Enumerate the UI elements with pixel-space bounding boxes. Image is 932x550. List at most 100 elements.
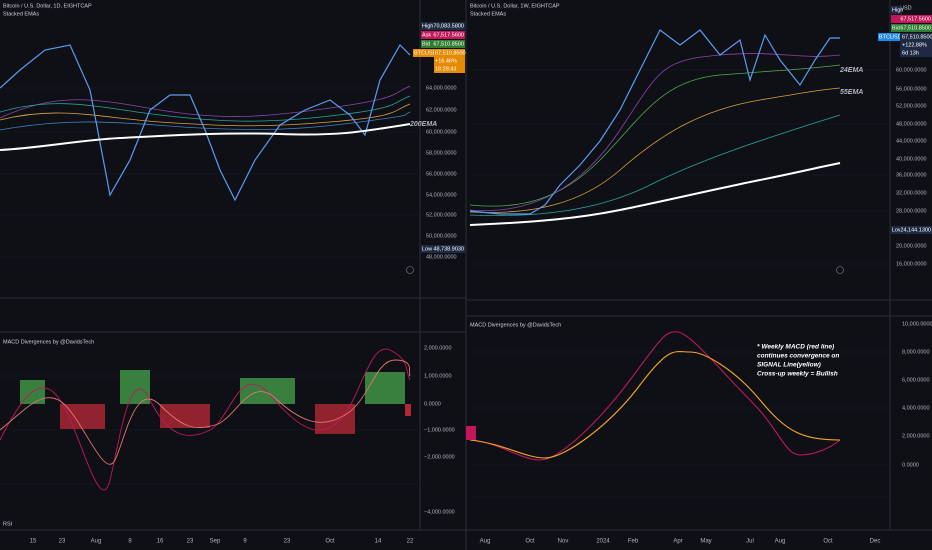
macd-axis-label: 1,000.0000: [424, 373, 452, 379]
time-label: Oct: [525, 539, 535, 545]
badge-tag-bg: [421, 31, 434, 39]
left-200ema: [0, 123, 411, 151]
time-label: Feb: [628, 539, 639, 545]
replay-icon[interactable]: [836, 266, 844, 274]
badge-tag: Low: [892, 227, 902, 233]
price-axis-label: 50,000.0000: [426, 233, 457, 239]
price-axis-label: 52,000.0000: [896, 103, 927, 109]
price-axis-label: 58,000.0000: [426, 150, 457, 156]
time-label: Aug: [91, 539, 102, 545]
time-label: Jul: [746, 539, 754, 545]
left-signal-line: [0, 359, 411, 465]
last-price: 67,510.8500: [435, 50, 466, 56]
ema-label: 24EMA: [839, 67, 863, 74]
left-price: [0, 44, 411, 202]
badge-value: 67,510.8500: [900, 25, 931, 31]
time-label: Aug: [480, 539, 491, 545]
badge-tag: Low: [422, 246, 432, 252]
price-axis-label: 54,000.0000: [426, 192, 457, 198]
right-200ema: [469, 162, 841, 226]
countdown: 18:28:43: [435, 66, 456, 72]
macd-title: MACD Divergences by @DavidsTech: [470, 322, 561, 328]
macd-axis-label: 0.0000: [424, 401, 441, 407]
macd-axis-label: 8,000.0000: [902, 349, 930, 355]
badge-tag-bg: [421, 40, 434, 48]
time-label: 23: [59, 539, 66, 545]
badge-value-bg: [900, 24, 932, 32]
price-axis-label: 32,000.0000: [896, 190, 927, 196]
time-label: 22: [407, 539, 414, 545]
time-label: Oct: [823, 539, 833, 545]
badge-value-bg: [891, 15, 932, 23]
symbol: Bitcoin / U.S. Dollar, 1D, EIGHTCAP: [3, 3, 92, 9]
badge-tag-bg: [891, 6, 902, 14]
time-label: 16: [157, 539, 164, 545]
left-macd-line: [0, 348, 411, 491]
badge-tag: Bid: [422, 41, 430, 47]
badge-tag: High: [422, 23, 433, 29]
macd-axis-label: −2,000.0000: [424, 454, 455, 460]
right-emas: [469, 53, 841, 216]
badge-tag: BTCUSD: [414, 50, 437, 56]
change: +16.46%: [435, 58, 457, 64]
replay-icon[interactable]: [406, 266, 414, 274]
indicator: Stacked EMAs: [3, 11, 39, 17]
ema-label: 200EMA: [409, 121, 437, 128]
last-badge-bg: [434, 49, 465, 73]
macd-axis-label: 2,000.0000: [424, 345, 452, 351]
time-label: Aug: [775, 539, 786, 545]
badge-value: 67,517.5600: [433, 32, 464, 38]
time-label: Apr: [673, 539, 682, 545]
price-axis-label: 56,000.0000: [426, 171, 457, 177]
price-axis-label: 16,000.0000: [896, 261, 927, 267]
price-axis-label: 28,000.0000: [896, 208, 927, 214]
time-label: Sep: [210, 539, 221, 545]
badge-tag-bg: [421, 22, 434, 30]
price-axis-label: 44,000.0000: [896, 138, 927, 144]
currency: USD: [900, 5, 912, 11]
time-label: 9: [243, 539, 247, 545]
badge-tag-bg: [891, 24, 900, 32]
right-price: [469, 29, 840, 215]
badge-tag-bg: [413, 49, 434, 57]
price-axis-label: 36,000.0000: [896, 172, 927, 178]
rsi-title: RSI: [3, 521, 13, 527]
right-signal-line: [469, 351, 841, 459]
annotation: continues convergence on: [757, 353, 839, 360]
badge-value-bg: [434, 22, 465, 30]
macd-axis-label: 6,000.0000: [902, 377, 930, 383]
macd-axis-label: 10,000.0000: [902, 321, 932, 327]
macd-axis-label: 4,000.0000: [902, 405, 930, 411]
time-label: 8: [128, 539, 132, 545]
right-macd-line: [469, 331, 841, 461]
indicator: Stacked EMAs: [470, 11, 506, 17]
badge-tag-bg: [891, 226, 900, 234]
left-macd-hist: [20, 370, 411, 434]
macd-axis-label: −1,000.0000: [424, 427, 455, 433]
time-label: Dec: [870, 539, 881, 545]
time-label: 14: [375, 539, 382, 545]
badge-tag: High: [892, 7, 903, 13]
time-label: 23: [284, 539, 291, 545]
price-axis-label: 20,000.0000: [896, 243, 927, 249]
annotation: * Weekly MACD (red line): [757, 344, 834, 351]
time-label: 15: [30, 539, 37, 545]
price-axis-label: 64,000.0000: [426, 85, 457, 91]
badge-value: 24,144.1300: [900, 227, 931, 233]
price-axis-label: 48,000.0000: [896, 121, 927, 127]
last-price: 67,510.8500: [902, 34, 932, 40]
ema-label: 55EMA: [840, 89, 863, 96]
badge-value-bg: [434, 245, 465, 253]
badge-value: 48,738.9030: [433, 246, 464, 252]
price-axis-label: 48,000.0000: [426, 254, 457, 260]
macd-axis-label: 2,000.0000: [902, 433, 930, 439]
price-axis-label: 62,000.0000: [426, 107, 457, 113]
badge-value: 70,083.5800: [433, 23, 464, 29]
price-axis-label: 60,000.0000: [896, 67, 927, 73]
time-label: May: [700, 539, 711, 545]
badge-value-bg: [900, 226, 932, 234]
annotation: SIGNAL Line(yellow): [757, 362, 821, 369]
